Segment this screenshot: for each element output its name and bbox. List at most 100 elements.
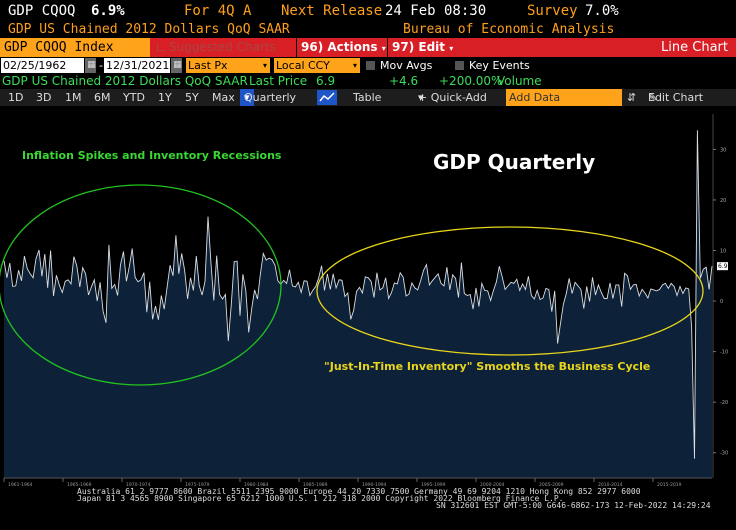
chart-toolbar: 1D 3D 1M 6M YTD 1Y 5Y Max Quarterly ▾ Ta… <box>0 89 736 106</box>
calendar-icon[interactable]: ▦ <box>85 58 96 73</box>
last-value-label: 6.9 <box>718 263 728 270</box>
expand-icon[interactable]: ⇵ <box>627 91 637 104</box>
checkbox-icon <box>455 61 464 70</box>
x-tick-label: 2005-2009 <box>539 482 564 488</box>
chart-icon <box>157 43 166 51</box>
chevron-down-icon: ▾ <box>449 44 454 53</box>
survey-value: 7.0% <box>585 3 619 19</box>
field-select[interactable]: Last Px ▾ <box>186 58 270 73</box>
key-events-toggle[interactable]: Key Events <box>453 58 530 73</box>
quick-add-label: + Quick-Add <box>418 91 487 104</box>
yellow-ellipse <box>316 226 704 356</box>
period-ytd-button[interactable]: YTD <box>123 91 145 104</box>
last-value-marker <box>717 262 728 271</box>
volume-label: Volume <box>497 74 542 88</box>
y-tick-label: 0 <box>720 299 723 305</box>
chevron-down-icon: ▾ <box>352 61 357 70</box>
currency-select-value: Local CCY <box>276 59 330 72</box>
survey-label: Survey <box>527 3 578 19</box>
last-price-value: 6.9 <box>316 74 336 88</box>
y-tick-label: 10 <box>720 249 726 255</box>
series-description: GDP US Chained 2012 Dollars QoQ SAAR <box>8 22 290 37</box>
pct-change-value: +200.00% <box>439 74 503 88</box>
range-row: 02/25/1962 ▦ - 12/31/2021 ▦ Last Px ▾ Loc… <box>0 57 736 74</box>
chart-type-label: Line Chart <box>661 40 728 55</box>
current-value: 6.9% <box>91 3 125 19</box>
actions-menu[interactable]: 96) Actions ▾ <box>296 38 386 57</box>
line-chart-icon <box>319 92 335 102</box>
last-price-label: Last Price <box>249 74 308 88</box>
suggested-charts-label: Suggested Charts <box>169 40 276 54</box>
range-separator: - <box>99 59 103 72</box>
field-select-value: Last Px <box>188 59 228 72</box>
x-tick-label: 1980-1984 <box>244 482 269 488</box>
chevron-down-icon: ▾ <box>381 44 386 53</box>
x-tick-label: 2015-2019 <box>657 482 682 488</box>
period-3d-button[interactable]: 3D <box>36 91 52 104</box>
mov-avgs-toggle[interactable]: Mov Avgs <box>364 58 432 73</box>
start-date-input[interactable]: 02/25/1962 <box>1 58 84 73</box>
chevron-down-icon: ▾ <box>262 61 267 70</box>
gdp-chart[interactable]: 30 20 10 0 -10 -20 -30 6.9 1961-1964 1965-1969 197… <box>0 106 736 492</box>
actions-label: Actions <box>327 40 378 54</box>
edit-number: 97) <box>392 40 415 54</box>
period-1y-button[interactable]: 1Y <box>158 91 172 104</box>
green-ellipse <box>0 184 282 386</box>
quote-header: GDP CQOQ 6.9% For 4Q A Next Release 24 F… <box>0 0 736 22</box>
plot-layer: 30 20 10 0 -10 -20 -30 6.9 1961-1964 1965-1969 197… <box>3 114 728 488</box>
line-chart-button[interactable] <box>317 90 337 105</box>
mov-avgs-label: Mov Avgs <box>380 59 433 72</box>
period-1d-button[interactable]: 1D <box>8 91 24 104</box>
frequency-value: Quarterly <box>244 91 297 104</box>
description-row: GDP US Chained 2012 Dollars QoQ SAAR Bur… <box>0 21 736 39</box>
footer-line-2: Japan 81 3 4565 8900 Singapore 65 6212 1… <box>77 494 564 503</box>
footer-line-1: Australia 61 2 9777 8600 Brazil 5511 239… <box>77 487 641 496</box>
period-6m-button[interactable]: 6M <box>94 91 111 104</box>
x-tick-label: 1995-1999 <box>421 482 446 488</box>
annotation-layer: GDP Quarterly Inflation Spikes and Inven… <box>0 149 704 386</box>
next-release-label: Next Release <box>281 3 383 19</box>
source-label: Bureau of Economic Analysis <box>403 22 615 37</box>
frequency-select[interactable]: Quarterly ▾ <box>240 89 296 106</box>
next-release-time: 24 Feb 08:30 <box>385 3 487 19</box>
y-tick-label: -10 <box>720 350 728 356</box>
chart-title: GDP Quarterly <box>433 150 595 174</box>
checkbox-icon <box>366 61 375 70</box>
footer-line-3: SN 312601 EST GMT-5:00 G646-6862-173 12-… <box>436 501 711 510</box>
period-label: For 4Q A <box>184 3 252 19</box>
period-max-button[interactable]: Max <box>212 91 235 104</box>
y-tick-label: -20 <box>720 400 728 406</box>
y-tick-label: -30 <box>720 451 728 457</box>
currency-select[interactable]: Local CCY ▾ <box>274 58 360 73</box>
suggested-charts-button[interactable]: Suggested Charts <box>153 38 293 57</box>
key-events-label: Key Events <box>469 59 530 72</box>
period-5y-button[interactable]: 5Y <box>185 91 199 104</box>
edit-label: Edit <box>418 40 446 54</box>
period-1m-button[interactable]: 1M <box>65 91 82 104</box>
edit-chart-label: Edit Chart <box>648 91 704 104</box>
end-date-input[interactable]: 12/31/2021 <box>104 58 170 73</box>
x-tick-label: 1965-1969 <box>67 482 92 488</box>
table-button[interactable]: Table <box>353 91 382 104</box>
footer: Australia 61 2 9777 8600 Brazil 5511 239… <box>0 486 736 530</box>
x-tick-label: 2010-2014 <box>598 482 623 488</box>
x-tick-label: 1985-1989 <box>303 482 328 488</box>
calendar-icon[interactable]: ▦ <box>171 58 182 73</box>
pencil-icon: ✎ <box>648 91 658 104</box>
series-name: GDP US Chained 2012 Dollars QoQ SAAR <box>2 74 248 88</box>
x-tick-label: 2000-2004 <box>480 482 505 488</box>
series-info-row: GDP US Chained 2012 Dollars QoQ SAAR Las… <box>0 74 736 89</box>
y-tick-label: 30 <box>720 147 726 153</box>
x-tick-label: 1970-1974 <box>126 482 151 488</box>
security-input[interactable]: GDP CQOQ Index <box>0 38 150 57</box>
edit-menu[interactable]: 97) Edit ▾ <box>387 38 454 57</box>
actions-number: 96) <box>301 40 324 54</box>
quick-add-button[interactable]: + Quick-Add ▾ <box>418 91 487 104</box>
ticker-label: GDP CQOQ <box>8 3 76 19</box>
right-annotation: "Just-In-Time Inventory" Smooths the Bus… <box>324 360 650 373</box>
command-bar: GDP CQOQ Index Suggested Charts 96) Acti… <box>0 38 736 57</box>
left-annotation: Inflation Spikes and Inventory Recession… <box>22 149 282 162</box>
x-tick-label: 1961-1964 <box>8 482 33 488</box>
x-tick-label: 1975-1979 <box>185 482 210 488</box>
add-data-input[interactable]: Add Data <box>506 89 622 106</box>
